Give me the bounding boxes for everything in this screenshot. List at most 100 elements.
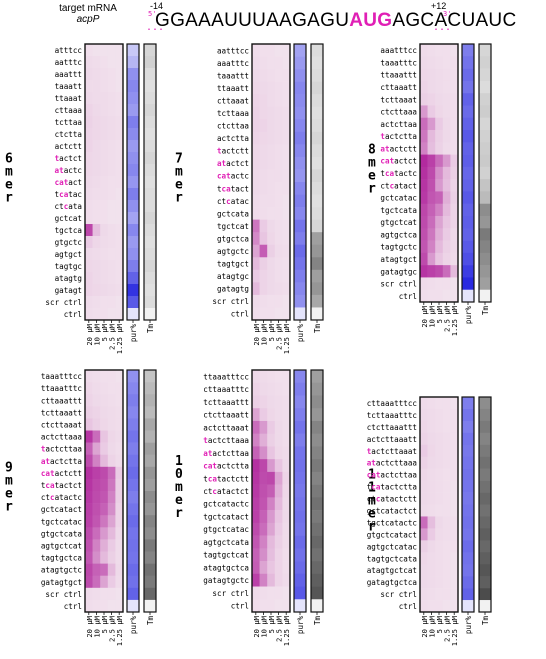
tm-cell [144, 466, 156, 480]
heatmap-cell [427, 420, 436, 434]
heatmap-cell [115, 128, 124, 141]
heatmap-cell [100, 56, 109, 69]
heatmap-cell [252, 395, 260, 409]
heatmap-cell [115, 491, 124, 504]
tm-cell [144, 200, 156, 213]
heatmap-cell [85, 515, 93, 528]
row-label: gatagtg [217, 285, 249, 294]
heatmap-cell [267, 522, 276, 536]
row-label-part: actcttaaa [208, 436, 249, 445]
heatmap-cell [435, 564, 444, 577]
row-label: cttaaat [217, 96, 249, 105]
heatmap-cell [252, 548, 260, 562]
heatmap-cell [259, 484, 268, 498]
heatmap-cell [267, 471, 276, 485]
heatmap-cell [259, 370, 268, 384]
heatmap-cell [420, 203, 428, 217]
tm-cell [479, 228, 491, 241]
heatmap-cell [435, 432, 444, 446]
heatmap-cell [115, 418, 124, 431]
heatmap-cell [92, 56, 101, 69]
row-label: atactctt [380, 144, 417, 153]
heatmap-cell [450, 44, 459, 57]
column-label: 20 µM [420, 305, 429, 327]
tm-cell [479, 397, 491, 410]
tm-cell [311, 294, 323, 308]
tm-cell [311, 44, 323, 57]
heatmap-cell [267, 232, 276, 246]
heatmap-cell [442, 420, 451, 434]
tm-cell [311, 395, 323, 409]
heatmap-cell [92, 44, 101, 57]
heatmap-cell [450, 105, 459, 119]
tm-cell [144, 92, 156, 105]
heatmap-cell [107, 503, 116, 516]
pur-cell [294, 573, 306, 587]
tm-cell [311, 219, 323, 233]
heatmap-cell [100, 80, 109, 93]
heatmap-cell [435, 44, 444, 57]
heatmap-cell [427, 191, 436, 205]
pur-cell [462, 252, 474, 266]
heatmap-cell [274, 56, 283, 70]
heatmap-cell [252, 307, 260, 321]
heatmap-cell [274, 497, 283, 511]
pur-cell [294, 269, 306, 283]
row-label: actctt [55, 142, 82, 151]
heatmap-cell [107, 104, 116, 117]
heatmap-cell [427, 56, 436, 69]
pur-label: pur% [129, 616, 138, 635]
row-label-highlight: at [55, 166, 64, 175]
heatmap-cell [435, 504, 444, 517]
heatmap-cell [267, 282, 276, 296]
tm-cell [144, 503, 156, 516]
heatmap-cell [252, 573, 260, 587]
column-label: 10 µM [92, 615, 101, 637]
heatmap-cell [274, 433, 283, 447]
row-label: tgctcat [217, 222, 249, 231]
heatmap-cell [435, 420, 444, 434]
row-label: gctcatac [380, 194, 417, 203]
row-label: taaatt [55, 82, 82, 91]
tm-cell [479, 444, 491, 458]
pur-cell [294, 599, 306, 613]
heatmap-cell [259, 44, 268, 57]
panel-label-char: e [368, 169, 376, 184]
tm-cell [144, 430, 156, 443]
heatmap-cell [267, 294, 276, 308]
heatmap-cell [252, 433, 260, 447]
heatmap-cell [442, 105, 451, 119]
tm-cell [479, 552, 491, 565]
heatmap-cell [274, 81, 283, 95]
heatmap-cell [427, 179, 436, 192]
row-label: atagtgctca [203, 563, 249, 572]
heatmap-cell [442, 408, 451, 422]
heatmap-cell [107, 92, 116, 105]
heatmap-cell [100, 212, 109, 225]
heatmap-cell [107, 224, 116, 237]
heatmap-cell [107, 176, 116, 189]
tm-cell [311, 56, 323, 70]
heatmap-cell [442, 240, 451, 254]
heatmap-cell [100, 164, 109, 177]
column-label: 1.25 µM [282, 323, 291, 354]
row-label: catact [55, 178, 82, 187]
heatmap-cell [115, 272, 124, 285]
panel-label-char: e [175, 178, 183, 193]
heatmap-cell [252, 561, 260, 575]
row-label: scr ctrl [45, 298, 82, 307]
heatmap-cell [107, 116, 116, 129]
row-label: ctrl [231, 310, 249, 319]
tm-cell [311, 586, 323, 600]
column-label: 5 µM [267, 323, 276, 341]
heatmap-cell [85, 599, 93, 613]
row-label-highlight: ca [371, 483, 381, 492]
heatmap-cell [282, 535, 291, 549]
heatmap-cell [252, 471, 260, 485]
heatmap-cell [252, 459, 260, 473]
pur-cell [462, 44, 474, 57]
heatmap-cell [435, 228, 444, 241]
heatmap-cell [252, 535, 260, 549]
heatmap-cell [259, 232, 268, 246]
heatmap-cell [435, 516, 444, 529]
